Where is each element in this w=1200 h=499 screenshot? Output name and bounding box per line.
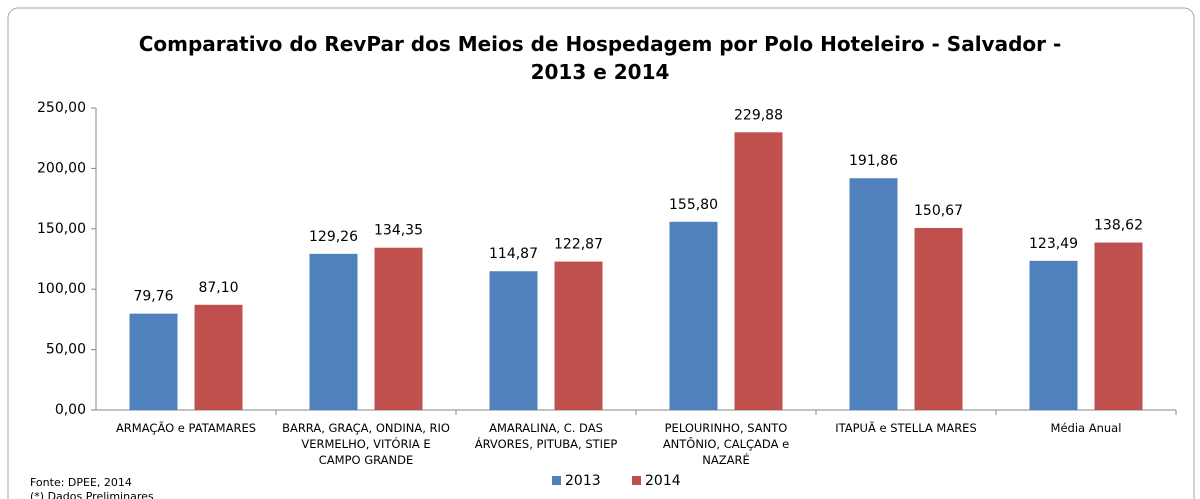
bar xyxy=(129,313,178,410)
legend-swatch xyxy=(552,476,561,485)
legend-swatch xyxy=(632,476,641,485)
legend-label: 2014 xyxy=(645,473,681,489)
x-tick-label: PELOURINHO, SANTO ANTÔNIO, CALÇADA e NAZ… xyxy=(662,421,790,467)
x-tick-label: AMARALINA, C. DAS ÁRVORES, PITUBA, STIEP xyxy=(474,421,618,451)
bar xyxy=(1029,260,1078,410)
bar xyxy=(914,227,963,410)
y-tick-label: 0,00 xyxy=(55,402,86,418)
x-tick-label: ARMAÇÃO e PATAMARES xyxy=(115,421,257,435)
y-tick-label: 50,00 xyxy=(46,342,86,358)
y-tick-label: 250,00 xyxy=(37,100,86,116)
value-label: 229,88 xyxy=(734,107,783,123)
y-tick-label: 100,00 xyxy=(37,281,86,297)
chart-title: Comparativo do RevPar dos Meios de Hospe… xyxy=(138,32,1062,84)
value-label: 155,80 xyxy=(669,197,718,213)
value-label: 123,49 xyxy=(1029,236,1078,252)
x-tick-label: BARRA, GRAÇA, ONDINA, RIO VERMELHO, VITÓ… xyxy=(282,421,450,467)
value-label: 138,62 xyxy=(1094,218,1143,234)
legend-label: 2013 xyxy=(565,473,601,489)
value-label: 134,35 xyxy=(374,223,423,239)
bar xyxy=(489,271,538,410)
bar xyxy=(374,247,423,410)
bar xyxy=(194,304,243,410)
value-label: 122,87 xyxy=(554,237,603,253)
value-label: 79,76 xyxy=(133,289,173,305)
bar xyxy=(1094,242,1143,410)
bar xyxy=(849,178,898,410)
bar xyxy=(734,132,783,410)
x-tick-label: Média Anual xyxy=(1050,421,1122,435)
bar xyxy=(309,253,358,410)
value-label: 191,86 xyxy=(849,153,898,169)
value-label: 114,87 xyxy=(489,246,538,262)
bar xyxy=(669,221,718,410)
value-label: 129,26 xyxy=(309,229,358,245)
x-tick-label: ITAPUÃ e STELLA MARES xyxy=(835,421,977,435)
footnote: (*) Dados Preliminares xyxy=(30,490,154,499)
source-note: Fonte: DPEE, 2014 xyxy=(30,476,132,489)
y-tick-label: 150,00 xyxy=(37,221,86,237)
y-tick-label: 200,00 xyxy=(37,160,86,176)
value-label: 87,10 xyxy=(198,280,238,296)
bar xyxy=(554,261,603,410)
value-label: 150,67 xyxy=(914,203,963,219)
